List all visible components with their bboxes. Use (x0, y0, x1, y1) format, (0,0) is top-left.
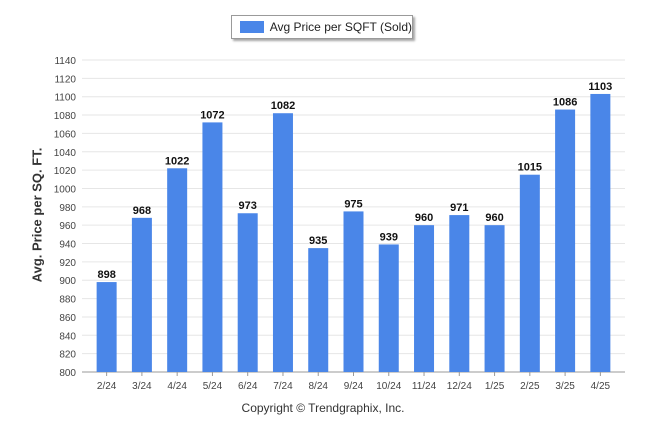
bar (308, 248, 329, 372)
bar (237, 213, 258, 372)
legend-swatch (240, 21, 264, 33)
data-label: 968 (133, 205, 151, 217)
data-label: 960 (415, 212, 433, 224)
x-tick-label: 2/25 (520, 381, 540, 392)
bar (343, 211, 364, 372)
x-tick-label: 12/24 (447, 381, 472, 392)
bar (378, 244, 399, 372)
y-tick-label: 980 (59, 203, 76, 214)
bar (555, 109, 576, 372)
data-label: 973 (239, 200, 257, 212)
data-label: 1072 (200, 109, 224, 121)
y-tick-label: 1080 (54, 111, 77, 122)
y-tick-label: 1040 (54, 148, 77, 159)
data-label: 971 (450, 202, 468, 214)
bar (449, 215, 470, 372)
y-tick-label: 1060 (54, 129, 77, 140)
legend: Avg Price per SQFT (Sold) (231, 15, 413, 39)
x-tick-label: 5/24 (203, 381, 223, 392)
bar (484, 225, 505, 372)
legend-label: Avg Price per SQFT (Sold) (269, 20, 412, 34)
y-tick-label: 840 (59, 331, 76, 342)
bar (202, 122, 223, 373)
y-tick-label: 1000 (54, 184, 77, 195)
data-label: 939 (380, 231, 398, 243)
x-tick-label: 6/24 (238, 381, 258, 392)
data-label: 1103 (588, 81, 612, 93)
data-label: 1082 (271, 100, 295, 112)
y-tick-label: 960 (59, 221, 76, 232)
data-label: 1015 (518, 162, 542, 174)
y-tick-label: 880 (59, 295, 76, 306)
y-tick-label: 860 (59, 313, 76, 324)
y-tick-label: 1120 (54, 74, 76, 85)
data-label: 935 (309, 235, 327, 247)
y-tick-label: 900 (59, 276, 76, 287)
x-tick-label: 10/24 (376, 381, 401, 392)
y-tick-label: 940 (59, 240, 76, 251)
x-tick-label: 1/25 (485, 381, 505, 392)
bar (272, 113, 293, 373)
x-tick-label: 4/24 (167, 381, 187, 392)
bar (167, 168, 188, 372)
data-label: 1022 (165, 155, 189, 167)
bar (590, 93, 611, 372)
x-tick-label: 9/24 (344, 381, 364, 392)
bar (96, 282, 117, 372)
bar (519, 174, 540, 372)
x-tick-label: 2/24 (97, 381, 117, 392)
x-tick-label: 3/24 (132, 381, 152, 392)
bar (131, 217, 152, 372)
bar (414, 225, 435, 372)
x-tick-label: 4/25 (591, 381, 611, 392)
y-tick-label: 1020 (54, 166, 77, 177)
data-label: 898 (97, 269, 115, 281)
y-tick-label: 1140 (54, 56, 76, 67)
y-tick-label: 800 (59, 368, 76, 379)
x-tick-label: 7/24 (273, 381, 293, 392)
x-tick-label: 8/24 (308, 381, 328, 392)
x-tick-label: 3/25 (555, 381, 575, 392)
y-tick-label: 1100 (54, 93, 76, 104)
x-tick-label: 11/24 (412, 381, 437, 392)
data-label: 960 (485, 212, 503, 224)
y-tick-label: 920 (59, 258, 76, 269)
y-tick-label: 820 (59, 350, 76, 361)
data-label: 975 (344, 198, 362, 210)
data-label: 1086 (553, 97, 577, 109)
copyright-footer: Copyright © Trendgraphix, Inc. (241, 401, 405, 415)
